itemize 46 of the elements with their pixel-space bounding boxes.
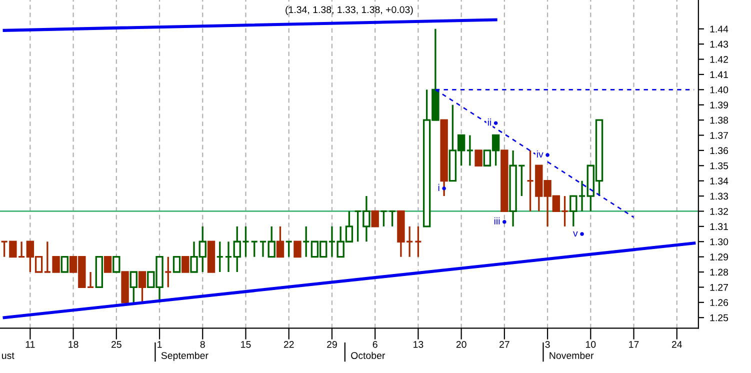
x-tick-label: 13 [414,340,424,348]
data-label: iv [536,150,544,158]
text: September [161,352,208,361]
x-tick-label: 29 [327,340,337,348]
y-tick-label: 1.44 [710,26,728,32]
y-tick-label: 1.39 [710,102,728,108]
y-tick-label: 1.37 [710,132,728,139]
x-tick-label: 18 [68,340,78,348]
y-tick-label: 1.27 [710,284,728,291]
x-tick-label: 8 [200,340,205,348]
x-tick-label: 20 [456,340,466,348]
y-tick-label: 1.38 [710,116,728,124]
x-tick-label: 11 [26,341,35,348]
text: ust [2,352,14,359]
x-tick-label: 27 [500,340,510,348]
data-label: ii [488,118,491,126]
data-label: i [438,184,440,191]
text: (1.34, 1.38, 1.33, 1.38, +0.03) [286,6,413,16]
y-tick-label: 1.34 [710,178,728,184]
x-tick-label: 25 [111,340,122,348]
y-tick-label: 1.29 [710,254,728,260]
y-tick-label: 1.35 [710,162,728,170]
text: November [550,352,594,359]
x-tick-label: 15 [241,341,251,348]
x-tick-label: 22 [284,340,294,348]
y-tick-label: 1.31 [710,223,728,230]
y-tick-label: 1.40 [710,86,728,94]
y-tick-label: 1.41 [710,71,728,78]
y-tick-label: 1.30 [710,238,728,246]
y-tick-label: 1.32 [710,208,728,215]
x-tick-label: 1 [158,341,162,348]
x-tick-label: 24 [672,340,682,348]
y-tick-label: 1.28 [710,268,728,276]
y-tick-label: 1.36 [710,147,728,154]
y-tick-label: 1.33 [710,192,728,200]
x-tick-label: 17 [629,341,639,348]
data-label: iii [494,217,500,224]
x-tick-label: 6 [372,340,378,348]
x-tick-label: 10 [586,340,596,348]
data-label: v [573,231,578,237]
y-tick-label: 1.25 [710,314,728,322]
y-tick-label: 1.26 [710,299,728,306]
text: October [351,352,386,359]
y-tick-label: 1.43 [710,40,728,48]
y-tick-label: 1.42 [710,56,728,63]
x-tick-label: 3 [545,340,550,348]
